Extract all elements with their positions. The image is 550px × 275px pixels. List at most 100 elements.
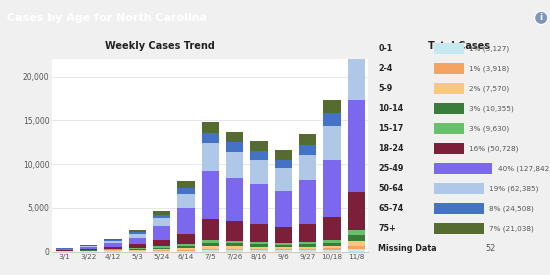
Bar — [104, 247, 122, 249]
Bar — [104, 239, 122, 240]
Bar — [299, 180, 316, 224]
Bar — [274, 168, 292, 191]
Bar — [348, 241, 365, 246]
Text: 19% (62,385): 19% (62,385) — [489, 185, 538, 192]
Bar — [299, 249, 316, 250]
Bar — [226, 250, 244, 252]
Bar — [202, 240, 219, 243]
Bar — [299, 250, 316, 252]
Text: 3% (9,630): 3% (9,630) — [469, 125, 509, 132]
Text: 2-4: 2-4 — [378, 64, 393, 73]
Bar — [177, 208, 195, 234]
FancyBboxPatch shape — [434, 63, 464, 74]
Text: 40% (127,842): 40% (127,842) — [498, 165, 550, 172]
Text: i: i — [540, 13, 543, 22]
Bar — [274, 243, 292, 245]
FancyBboxPatch shape — [434, 43, 464, 54]
Bar — [226, 243, 244, 246]
Bar — [153, 246, 170, 248]
Bar — [348, 249, 365, 252]
Bar — [226, 246, 244, 249]
Bar — [348, 29, 365, 48]
Bar — [348, 192, 365, 230]
Bar — [226, 142, 244, 152]
Bar — [129, 230, 146, 232]
Bar — [323, 160, 341, 216]
Bar — [274, 251, 292, 252]
Bar — [348, 100, 365, 192]
Bar — [250, 247, 268, 249]
Bar — [153, 215, 170, 218]
Text: 8% (24,508): 8% (24,508) — [489, 205, 534, 212]
Bar — [299, 244, 316, 247]
Bar — [202, 219, 219, 240]
Text: 0-1: 0-1 — [378, 44, 393, 53]
FancyBboxPatch shape — [434, 83, 464, 94]
Bar — [129, 238, 146, 244]
Bar — [202, 250, 219, 252]
Bar — [323, 248, 341, 250]
FancyBboxPatch shape — [434, 183, 484, 194]
Text: 2% (7,570): 2% (7,570) — [469, 85, 509, 92]
Bar — [299, 155, 316, 180]
Bar — [299, 145, 316, 155]
Text: Cases by Age for North Carolina: Cases by Age for North Carolina — [7, 13, 207, 23]
Bar — [274, 245, 292, 247]
FancyBboxPatch shape — [434, 103, 464, 114]
Bar — [177, 248, 195, 250]
Text: 7% (21,038): 7% (21,038) — [489, 225, 534, 232]
Bar — [202, 171, 219, 219]
Bar — [129, 232, 146, 233]
Bar — [348, 48, 365, 100]
Bar — [226, 152, 244, 178]
Bar — [274, 160, 292, 168]
Bar — [56, 250, 73, 251]
Bar — [250, 242, 268, 244]
Bar — [299, 242, 316, 244]
Bar — [250, 224, 268, 242]
Bar — [274, 227, 292, 243]
Bar — [274, 247, 292, 249]
Text: 5-9: 5-9 — [378, 84, 393, 93]
Text: 3% (10,355): 3% (10,355) — [469, 105, 514, 112]
Bar — [104, 250, 122, 251]
Bar — [153, 226, 170, 240]
Bar — [323, 126, 341, 160]
Text: 15-17: 15-17 — [378, 124, 404, 133]
Bar — [80, 249, 97, 250]
Text: 1% (3,918): 1% (3,918) — [469, 65, 509, 72]
Bar — [104, 241, 122, 243]
Bar — [250, 141, 268, 151]
Bar — [177, 194, 195, 208]
Bar — [348, 235, 365, 241]
Bar — [202, 243, 219, 246]
Bar — [202, 143, 219, 171]
Bar — [153, 211, 170, 215]
Bar — [104, 243, 122, 247]
Bar — [226, 221, 244, 241]
Text: 16% (50,728): 16% (50,728) — [469, 145, 519, 152]
Bar — [299, 247, 316, 249]
Bar — [348, 9, 365, 29]
Bar — [274, 191, 292, 227]
Bar — [129, 233, 146, 238]
Bar — [80, 250, 97, 251]
Bar — [299, 134, 316, 145]
Bar — [323, 246, 341, 248]
Bar — [80, 245, 97, 246]
Bar — [202, 249, 219, 250]
Bar — [323, 250, 341, 252]
Text: 52: 52 — [486, 244, 496, 253]
Bar — [250, 244, 268, 247]
Bar — [274, 249, 292, 251]
Bar — [153, 251, 170, 252]
Bar — [129, 251, 146, 252]
Bar — [299, 224, 316, 242]
Bar — [348, 230, 365, 235]
Bar — [250, 184, 268, 224]
Bar — [274, 150, 292, 160]
Text: 65-74: 65-74 — [378, 204, 404, 213]
Text: Total Cases: Total Cases — [428, 41, 490, 51]
Bar — [323, 114, 341, 126]
Text: 10-14: 10-14 — [378, 104, 404, 113]
